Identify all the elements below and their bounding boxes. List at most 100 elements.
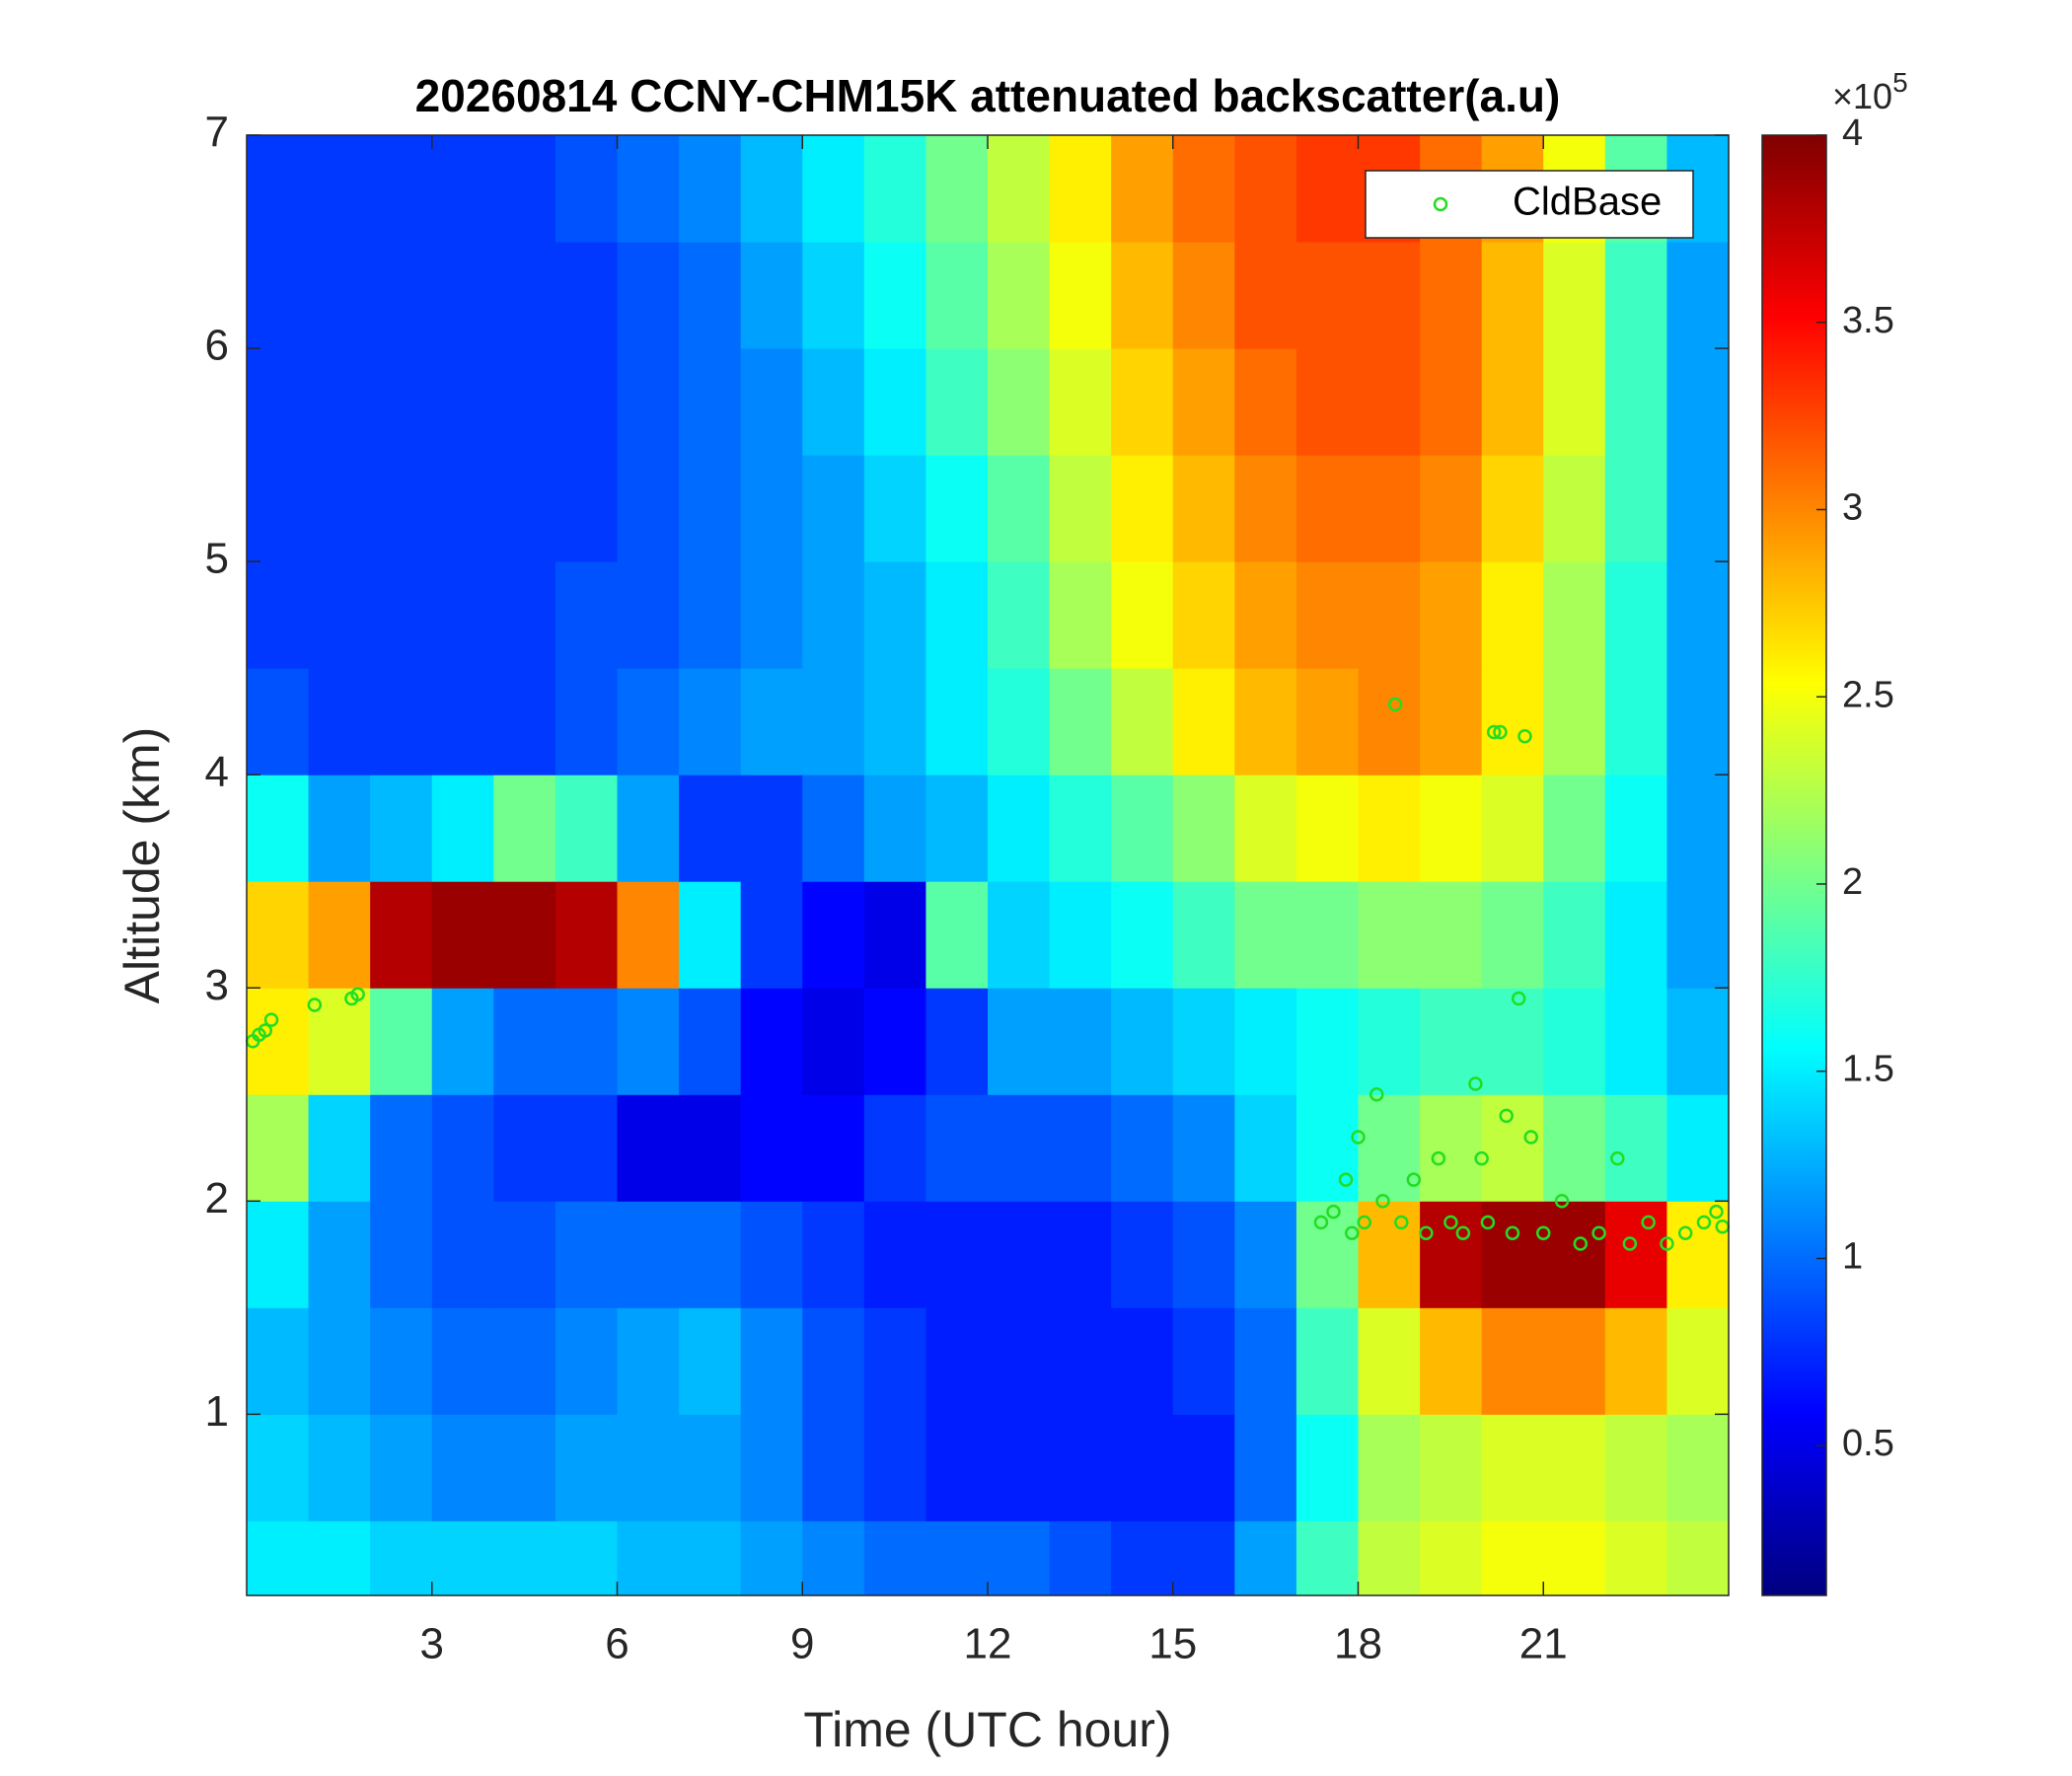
heatmap-cell (1295, 455, 1359, 562)
heatmap-cell (802, 561, 865, 669)
y-tick-label: 3 (205, 961, 229, 1009)
y-tick-label: 7 (205, 109, 229, 157)
heatmap-cell (1666, 455, 1730, 562)
heatmap-cell (1666, 668, 1730, 776)
cloud-base-point (1573, 1236, 1589, 1251)
cloud-base-point (1480, 1215, 1496, 1230)
heatmap-cell (1234, 668, 1297, 776)
heatmap-cell (1049, 135, 1112, 243)
heatmap-cell (1666, 242, 1730, 349)
heatmap-cell (1234, 1094, 1297, 1202)
heatmap-cell (925, 455, 989, 562)
heatmap-cell (679, 1414, 742, 1521)
heatmap-cell (370, 668, 433, 776)
heatmap-cell (1543, 348, 1606, 456)
cloud-base-point (258, 1023, 273, 1038)
heatmap-cell (988, 1307, 1051, 1415)
heatmap-cell (493, 1307, 556, 1415)
colorbar-tick-label: 1 (1842, 1235, 1863, 1277)
heatmap-cell (802, 775, 865, 882)
heatmap-cell (308, 775, 371, 882)
heatmap-cell (802, 1201, 865, 1308)
heatmap-cell (1543, 1414, 1606, 1521)
heatmap-cell (1111, 668, 1174, 776)
heatmap-cell (247, 775, 310, 882)
heatmap-cell (1481, 775, 1544, 882)
heatmap-cell (1049, 881, 1112, 989)
heatmap-cell (863, 242, 926, 349)
heatmap-cell (1666, 1414, 1730, 1521)
heatmap-cell (1049, 1414, 1112, 1521)
heatmap-cell (1666, 348, 1730, 456)
heatmap-cell (555, 348, 618, 456)
heatmap-cell (740, 561, 803, 669)
heatmap-cell (247, 1414, 310, 1521)
x-tick-label: 6 (605, 1620, 629, 1668)
heatmap-cell (1543, 775, 1606, 882)
heatmap-cell (555, 988, 618, 1095)
heatmap-cell (555, 775, 618, 882)
y-axis-label: Altitude (km) (114, 727, 170, 1004)
x-tick-label: 3 (420, 1620, 444, 1668)
heatmap-cell (1543, 1094, 1606, 1202)
heatmap-cell (1111, 1520, 1174, 1596)
heatmap-cell (925, 988, 989, 1095)
heatmap-cell (1358, 1520, 1421, 1596)
heatmap-cell (247, 1201, 310, 1308)
heatmap-cell (1481, 1414, 1544, 1521)
cloud-base-point (1394, 1215, 1409, 1230)
heatmap-cell (679, 242, 742, 349)
heatmap-cell (988, 1094, 1051, 1202)
heatmap-cell (1172, 455, 1235, 562)
cloud-base-point (307, 998, 323, 1012)
legend-label: CldBase (1513, 181, 1662, 224)
heatmap-cell (740, 135, 803, 243)
cloud-base-point (1419, 1225, 1434, 1240)
heatmap-cell (863, 1201, 926, 1308)
heatmap-cell (1111, 135, 1174, 243)
legend-box (1365, 170, 1694, 239)
heatmap-cell (679, 668, 742, 776)
heatmap-cell (1420, 1094, 1483, 1202)
heatmap-cell (1234, 455, 1297, 562)
heatmap-cell (1420, 881, 1483, 989)
heatmap-cell (1604, 1414, 1667, 1521)
heatmap-cell (370, 1414, 433, 1521)
heatmap-cell (1420, 1307, 1483, 1415)
heatmap-cell (679, 561, 742, 669)
cloud-base-point (1505, 1225, 1520, 1240)
heatmap-cell (1604, 348, 1667, 456)
heatmap-cell (925, 561, 989, 669)
heatmap-cell (1172, 668, 1235, 776)
colorbar-tick-label: 0.5 (1842, 1423, 1894, 1464)
heatmap-cell (802, 668, 865, 776)
heatmap-cell (1234, 881, 1297, 989)
cloud-base-point (1696, 1215, 1712, 1230)
heatmap-cell (308, 348, 371, 456)
heatmap-cell (740, 1520, 803, 1596)
heatmap-cell (988, 881, 1051, 989)
heatmap-cell (1604, 668, 1667, 776)
heatmap-cell (617, 668, 680, 776)
heatmap-cell (308, 668, 371, 776)
heatmap-cell (247, 881, 310, 989)
heatmap-cell (1172, 1520, 1235, 1596)
heatmap-cell (1543, 988, 1606, 1095)
heatmap-cell (1111, 242, 1174, 349)
heatmap-cell (1481, 1520, 1544, 1596)
heatmap-cell (370, 988, 433, 1095)
heatmap-cell (555, 668, 618, 776)
cloud-base-point (1641, 1215, 1656, 1230)
colorbar-exponent: 5 (1892, 67, 1908, 98)
heatmap-cell (1666, 775, 1730, 882)
heatmap-cell (1604, 775, 1667, 882)
heatmap-cell (308, 561, 371, 669)
heatmap-cell (1049, 1307, 1112, 1415)
heatmap-cell (1172, 775, 1235, 882)
heatmap-cell (308, 242, 371, 349)
heatmap-cell (617, 1201, 680, 1308)
cloud-base-point (1677, 1225, 1693, 1240)
heatmap-cell (1234, 135, 1297, 243)
heatmap-cell (493, 561, 556, 669)
heatmap-cell (1049, 242, 1112, 349)
